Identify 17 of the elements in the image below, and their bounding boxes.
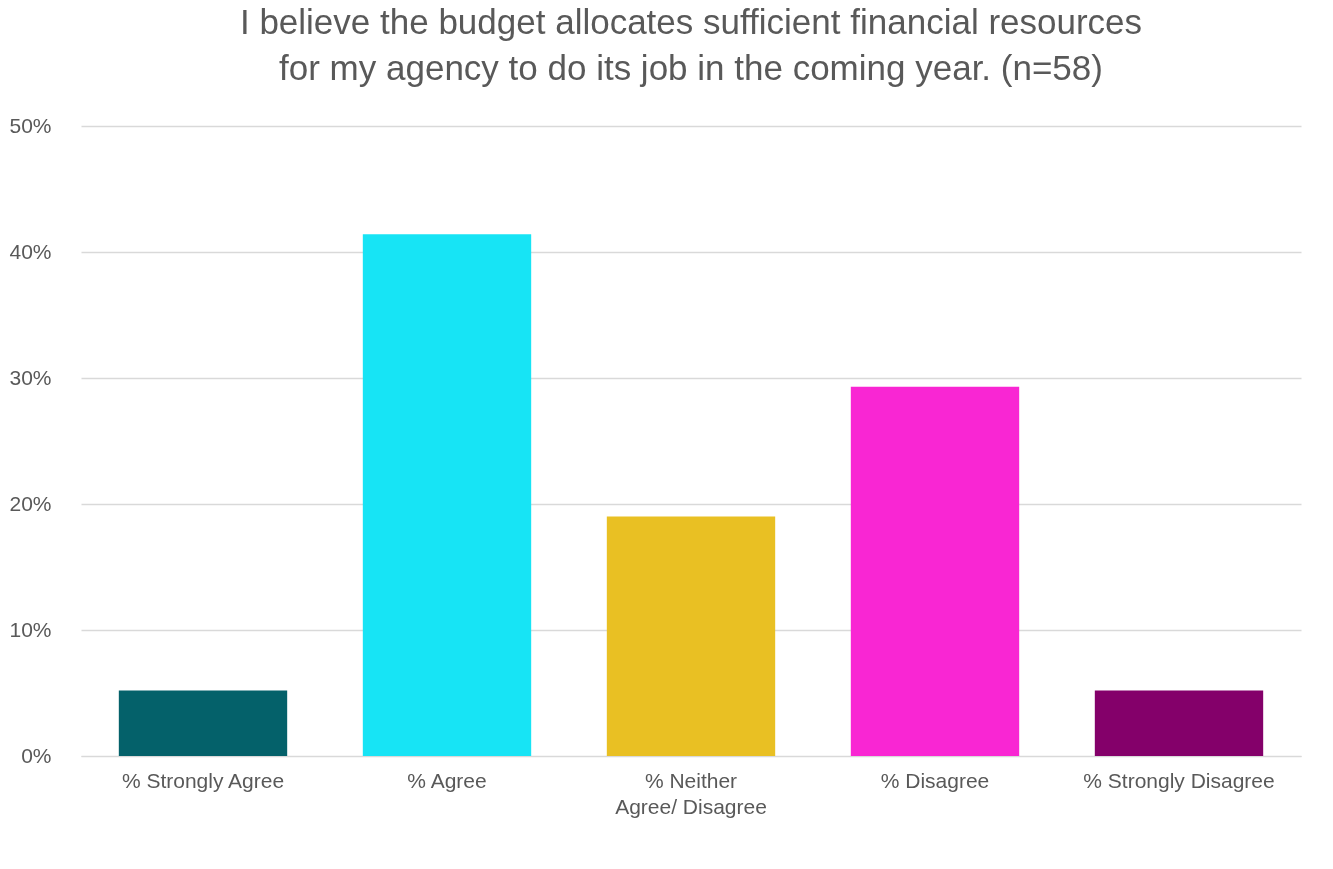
x-tick-label: % Strongly Disagree (1083, 768, 1275, 792)
bar (118, 690, 288, 756)
y-tick-label: 30% (9, 365, 52, 389)
y-tick-label: 20% (9, 491, 52, 515)
x-tick-label: % Disagree (880, 768, 990, 792)
bar (362, 234, 532, 756)
bar (606, 516, 776, 756)
bar (1094, 690, 1264, 756)
x-tick-label: % Strongly Agree (121, 768, 285, 792)
y-tick-label: 50% (9, 113, 52, 137)
bar (850, 386, 1020, 756)
chart-title: I believe the budget allocates sufficient financial resources for my agency to do its job in the coming year. (n=58) (239, 2, 1143, 87)
y-tick-label: 0% (21, 743, 52, 767)
x-tick-label: % Neither Agree/ Disagree (615, 768, 767, 818)
y-tick-label: 40% (9, 239, 52, 263)
x-tick-label: % Agree (407, 768, 487, 792)
y-tick-label: 10% (9, 617, 52, 641)
